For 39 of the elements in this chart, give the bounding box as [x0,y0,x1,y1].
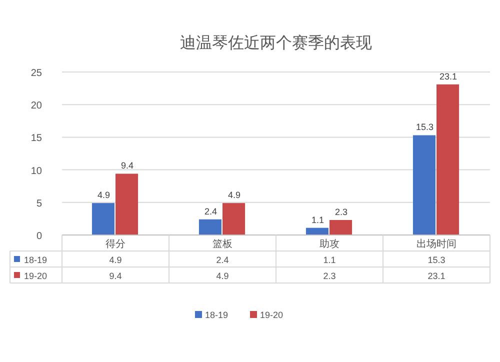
y-tick-label: 25 [30,68,42,79]
data-label: 9.4 [109,271,122,281]
y-tick-label: 15 [30,133,42,144]
annotation: 15.3 [416,122,434,132]
y-tick-label: 5 [36,198,42,210]
y-tick-label: 20 [30,100,42,112]
chart-title: 迪温琴佐近两个赛季的表现 [180,34,372,52]
annotation: 9.4 [121,160,134,171]
bar [92,203,114,235]
bar [436,84,460,235]
annotation: 2.4 [204,206,217,216]
legend-label: 19-20 [260,310,284,320]
data-label: 4.9 [216,271,229,281]
data-label: 2.4 [216,255,229,265]
bar [412,135,436,235]
annotation: 1.1 [311,214,324,225]
data-label: 2.3 [323,271,336,281]
data-label: 1.1 [323,255,336,265]
text: 18-19 [205,310,228,320]
data-label: 15.3 [428,255,446,265]
data-label: 23.1 [428,271,446,281]
data-label: 4.9 [109,255,122,265]
annotation: 4.9 [97,190,110,200]
annotation: 2.3 [335,207,348,218]
annotation: 4.9 [228,190,241,200]
bar [198,219,222,235]
x-tick-label: 出场时间 [416,238,456,250]
y-tick-label: 10 [30,166,42,177]
x-tick-label: 得分 [106,238,126,250]
bar [306,228,328,235]
annotation: 23.1 [440,71,458,82]
bar [222,203,246,235]
x-tick-label: 助攻 [320,238,340,250]
bar [116,174,138,235]
text: 19-20 [24,271,48,281]
y-tick-label: 0 [36,231,42,242]
legend-label: 18-19 [24,255,48,265]
bar [330,220,352,235]
x-tick-label: 篮板 [212,238,232,250]
